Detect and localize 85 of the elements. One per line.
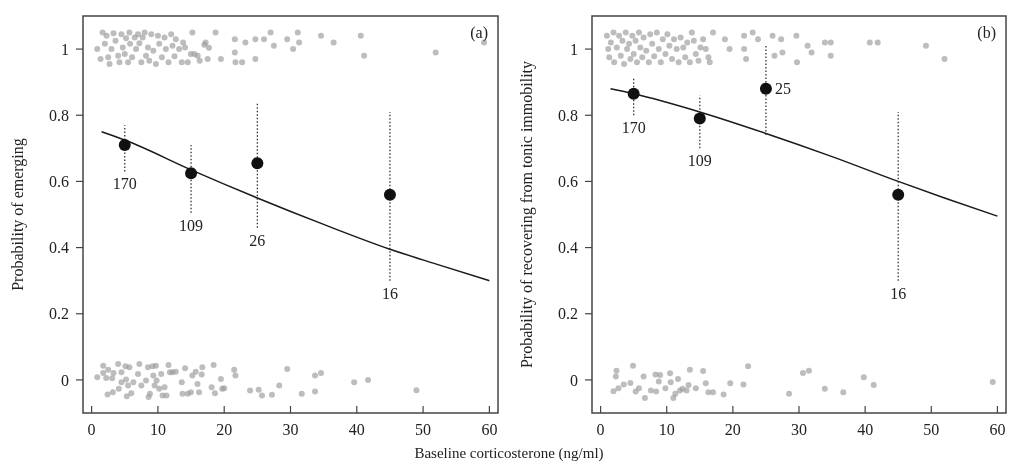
annotation: 170 (112, 175, 137, 193)
point (740, 381, 747, 388)
x-tick-label: 40 (348, 421, 365, 438)
point (672, 390, 679, 397)
annotation: 26 (249, 231, 266, 249)
x-tick-label: 0 (596, 421, 605, 438)
x-tick-label: 10 (149, 421, 166, 438)
y-tick-label: 0.4 (558, 239, 578, 257)
annotation: 170 (621, 119, 646, 137)
point (615, 385, 622, 392)
point (655, 378, 662, 385)
point (683, 387, 690, 394)
x-tick-label: 30 (791, 421, 807, 438)
x-tick-label: 50 (923, 421, 940, 438)
y-tick-label: 1 (570, 40, 578, 58)
annotation: 25 (774, 80, 791, 98)
point (702, 380, 709, 387)
y-tick-label: 0.8 (558, 106, 578, 124)
x-tick-label: 20 (216, 421, 233, 438)
annotation: 16 (890, 284, 907, 302)
y-axis-title: Probability of emerging (9, 138, 27, 291)
point (667, 370, 674, 377)
point (720, 391, 727, 398)
annotation: (b) (977, 24, 996, 42)
y-tick-label: 0 (61, 371, 69, 389)
x-tick-label: 30 (282, 421, 299, 438)
point (860, 374, 867, 381)
x-axis-title: Baseline corticosterone (ng/ml) (414, 445, 604, 462)
point (653, 388, 660, 395)
point (674, 375, 681, 382)
point (710, 389, 717, 396)
point (700, 367, 707, 374)
y-tick-label: 0 (570, 371, 578, 389)
point (612, 373, 619, 380)
y-tick-label: 0.2 (558, 305, 578, 323)
point (641, 395, 648, 402)
point (667, 379, 674, 386)
point (118, 139, 131, 152)
y-axis-title: Probability of recovering from tonic immobility (518, 60, 536, 369)
x-tick-label: 40 (857, 421, 874, 438)
y-tick-label: 0.6 (49, 173, 69, 191)
point (727, 380, 734, 387)
point (627, 379, 634, 386)
point (693, 112, 706, 125)
point (620, 381, 627, 388)
point (630, 362, 636, 369)
point (657, 371, 664, 378)
point (251, 157, 264, 170)
annotation: (a) (470, 24, 488, 42)
x-tick-label: 0 (87, 421, 96, 438)
x-tick-label: 20 (724, 421, 741, 438)
x-tick-label: 10 (658, 421, 675, 438)
point (759, 82, 772, 95)
x-tick-label: 50 (415, 421, 432, 438)
point (870, 381, 877, 388)
point (686, 366, 693, 373)
point (640, 373, 647, 380)
annotation: 109 (179, 216, 204, 234)
point (662, 385, 669, 392)
x-tick-label: 60 (481, 421, 498, 438)
annotation: 16 (381, 284, 398, 302)
point (627, 87, 640, 100)
point (185, 167, 198, 180)
x-tick-label: 60 (989, 421, 1006, 438)
y-tick-label: 0.2 (49, 305, 69, 323)
annotation: 109 (687, 152, 712, 170)
point (685, 381, 692, 388)
point (892, 188, 905, 201)
point (989, 378, 996, 385)
point (805, 367, 812, 374)
point (840, 389, 847, 396)
point (821, 385, 828, 392)
point (799, 369, 806, 376)
point (383, 188, 396, 201)
point (692, 385, 699, 392)
point (610, 388, 617, 395)
line-series (100, 131, 491, 282)
y-tick-label: 1 (61, 40, 69, 58)
point (647, 387, 654, 394)
point (786, 390, 793, 397)
y-tick-label: 0.4 (49, 239, 69, 257)
point (745, 363, 752, 370)
y-tick-label: 0.8 (49, 106, 69, 124)
y-tick-label: 0.6 (558, 173, 578, 191)
point (613, 367, 620, 374)
